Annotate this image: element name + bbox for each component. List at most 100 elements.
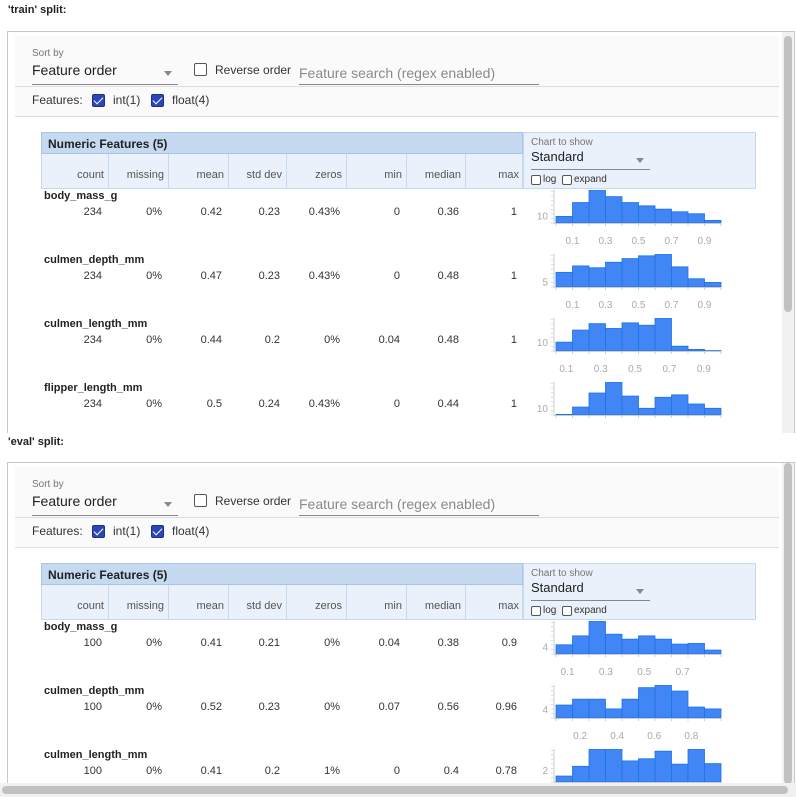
column-header-std-dev[interactable]: std dev xyxy=(229,585,287,619)
stat-mean: 0.42 xyxy=(200,206,222,218)
reverse-order-checkbox[interactable] xyxy=(194,63,207,76)
stat-max: 0.96 xyxy=(495,701,517,713)
stat-median: 0.38 xyxy=(437,637,459,649)
stat-mean: 0.47 xyxy=(200,270,222,282)
log-label: log xyxy=(543,174,557,185)
log-checkbox[interactable] xyxy=(531,175,541,185)
histogram-bar xyxy=(572,265,590,288)
column-header-mean[interactable]: mean xyxy=(169,154,229,188)
horizontal-scrollbar[interactable] xyxy=(0,783,796,797)
sort-by-dropdown[interactable]: Feature order xyxy=(32,62,178,85)
column-header-min[interactable]: min xyxy=(347,585,407,619)
stat-missing: 0% xyxy=(146,701,162,713)
histogram-bar xyxy=(704,763,722,783)
x-tick-label: 0.3 xyxy=(599,236,613,247)
column-header-median[interactable]: median xyxy=(407,585,466,619)
histogram-bar xyxy=(671,266,689,288)
stat-missing: 0% xyxy=(146,270,162,282)
column-header-missing[interactable]: missing xyxy=(109,154,169,188)
expand-checkbox[interactable] xyxy=(562,606,572,616)
y-tick-label: 5 xyxy=(542,277,548,288)
column-header-missing[interactable]: missing xyxy=(109,585,169,619)
stat-median: 0.56 xyxy=(437,701,459,713)
feature-type-checkbox-int1[interactable] xyxy=(92,525,105,538)
column-header-count[interactable]: count xyxy=(42,154,109,188)
table-title: Numeric Features (5) xyxy=(41,563,523,585)
feature-row[interactable]: culmen_length_mm 234 0% 0.44 0.2 0% 0.04 0.48 1 1… xyxy=(8,318,778,382)
column-header-zeros[interactable]: zeros xyxy=(287,154,347,188)
y-tick-label: 2 xyxy=(542,766,548,777)
histogram-bar xyxy=(704,282,722,288)
feature-name: culmen_depth_mm xyxy=(44,685,145,697)
log-checkbox[interactable] xyxy=(531,606,541,616)
feature-type-label: float(4) xyxy=(172,93,210,107)
histogram-bar xyxy=(572,202,590,224)
chart-to-show-value: Standard xyxy=(531,580,584,595)
stat-median: 0.48 xyxy=(437,270,459,282)
histogram-bar xyxy=(572,635,590,655)
histogram-bar xyxy=(588,267,606,288)
stat-count: 234 xyxy=(83,270,102,282)
histogram-bar xyxy=(638,687,656,719)
histogram-bar xyxy=(588,621,606,655)
feature-search-input[interactable] xyxy=(299,62,539,85)
histogram-bar xyxy=(621,760,639,783)
feature-search-input[interactable] xyxy=(299,493,539,516)
column-header-max[interactable]: max xyxy=(466,585,524,619)
feature-type-checkbox-float4[interactable] xyxy=(151,94,164,107)
sort-by-dropdown[interactable]: Feature order xyxy=(32,493,178,516)
reverse-order-checkbox[interactable] xyxy=(194,494,207,507)
stat-min: 0 xyxy=(393,765,400,777)
histogram-bar xyxy=(588,392,606,416)
vertical-scrollbar-thumb[interactable] xyxy=(784,463,792,784)
column-header-std-dev[interactable]: std dev xyxy=(229,154,287,188)
vertical-scrollbar[interactable] xyxy=(782,463,794,784)
expand-checkbox[interactable] xyxy=(562,175,572,185)
x-tick-label: 0.7 xyxy=(665,236,679,247)
x-tick-label: 0.1 xyxy=(566,300,580,311)
column-header-min[interactable]: min xyxy=(347,154,407,188)
feature-type-checkbox-int1[interactable] xyxy=(92,94,105,107)
controls-divider xyxy=(15,517,779,518)
column-header-max[interactable]: max xyxy=(466,154,524,188)
feature-row[interactable]: body_mass_g 100 0% 0.41 0.21 0% 0.04 0.38 0.9 4 0.… xyxy=(8,621,778,685)
x-tick-label: 0.2 xyxy=(573,731,587,742)
feature-type-checkbox-float4[interactable] xyxy=(151,525,164,538)
stat-median: 0.36 xyxy=(437,206,459,218)
column-header-count[interactable]: count xyxy=(42,585,109,619)
histogram-bar xyxy=(621,258,639,288)
sort-by-label: Sort by xyxy=(32,48,64,59)
histogram-bar xyxy=(687,213,705,224)
chart-to-show-dropdown[interactable]: Standard xyxy=(531,580,650,601)
column-header-median[interactable]: median xyxy=(407,154,466,188)
feature-row[interactable]: culmen_depth_mm 100 0% 0.52 0.23 0% 0.07 0.56 0.… xyxy=(8,685,778,749)
stat-count: 234 xyxy=(83,334,102,346)
feature-row[interactable]: culmen_length_mm 100 0% 0.41 0.2 1% 0 0.4 0.78 2 xyxy=(8,749,778,784)
feature-row[interactable]: flipper_length_mm 234 0% 0.5 0.24 0.43% 0 0.44 1… xyxy=(8,382,778,433)
y-tick-label: 4 xyxy=(542,705,548,716)
feature-name: body_mass_g xyxy=(44,621,118,633)
histogram-bar xyxy=(588,190,606,224)
horizontal-scrollbar-thumb[interactable] xyxy=(2,786,788,794)
sort-by-value: Feature order xyxy=(32,62,117,78)
vertical-scrollbar[interactable] xyxy=(782,32,794,433)
x-tick-label: 0.5 xyxy=(628,364,642,375)
histogram-bar xyxy=(704,407,722,416)
histogram-bar xyxy=(555,341,573,352)
histogram-bar xyxy=(671,211,689,224)
histogram-chart: 10 0.1 0.3 0.5 0.7 0.9 xyxy=(537,190,722,247)
split-panel-1: Sort by Feature order Reverse order Feature… xyxy=(7,462,795,784)
column-header-mean[interactable]: mean xyxy=(169,585,229,619)
chart-to-show-dropdown[interactable]: Standard xyxy=(531,149,650,170)
column-header-zeros[interactable]: zeros xyxy=(287,585,347,619)
histogram-chart: 10 0.1 0.3 0.5 0.7 0.9 xyxy=(537,318,722,375)
stat-median: 0.4 xyxy=(443,765,459,777)
histogram-bar xyxy=(704,649,722,655)
stat-std-dev: 0.21 xyxy=(258,637,280,649)
feature-row[interactable]: body_mass_g 234 0% 0.42 0.23 0.43% 0 0.36 1 10 0.1… xyxy=(8,190,778,254)
histogram-bar xyxy=(671,345,689,352)
feature-type-label: int(1) xyxy=(113,524,141,538)
feature-row[interactable]: culmen_depth_mm 234 0% 0.47 0.23 0.43% 0 0.48 1 5… xyxy=(8,254,778,318)
split-panel-0: Sort by Feature order Reverse order Feature… xyxy=(7,31,795,433)
vertical-scrollbar-thumb[interactable] xyxy=(784,36,792,312)
